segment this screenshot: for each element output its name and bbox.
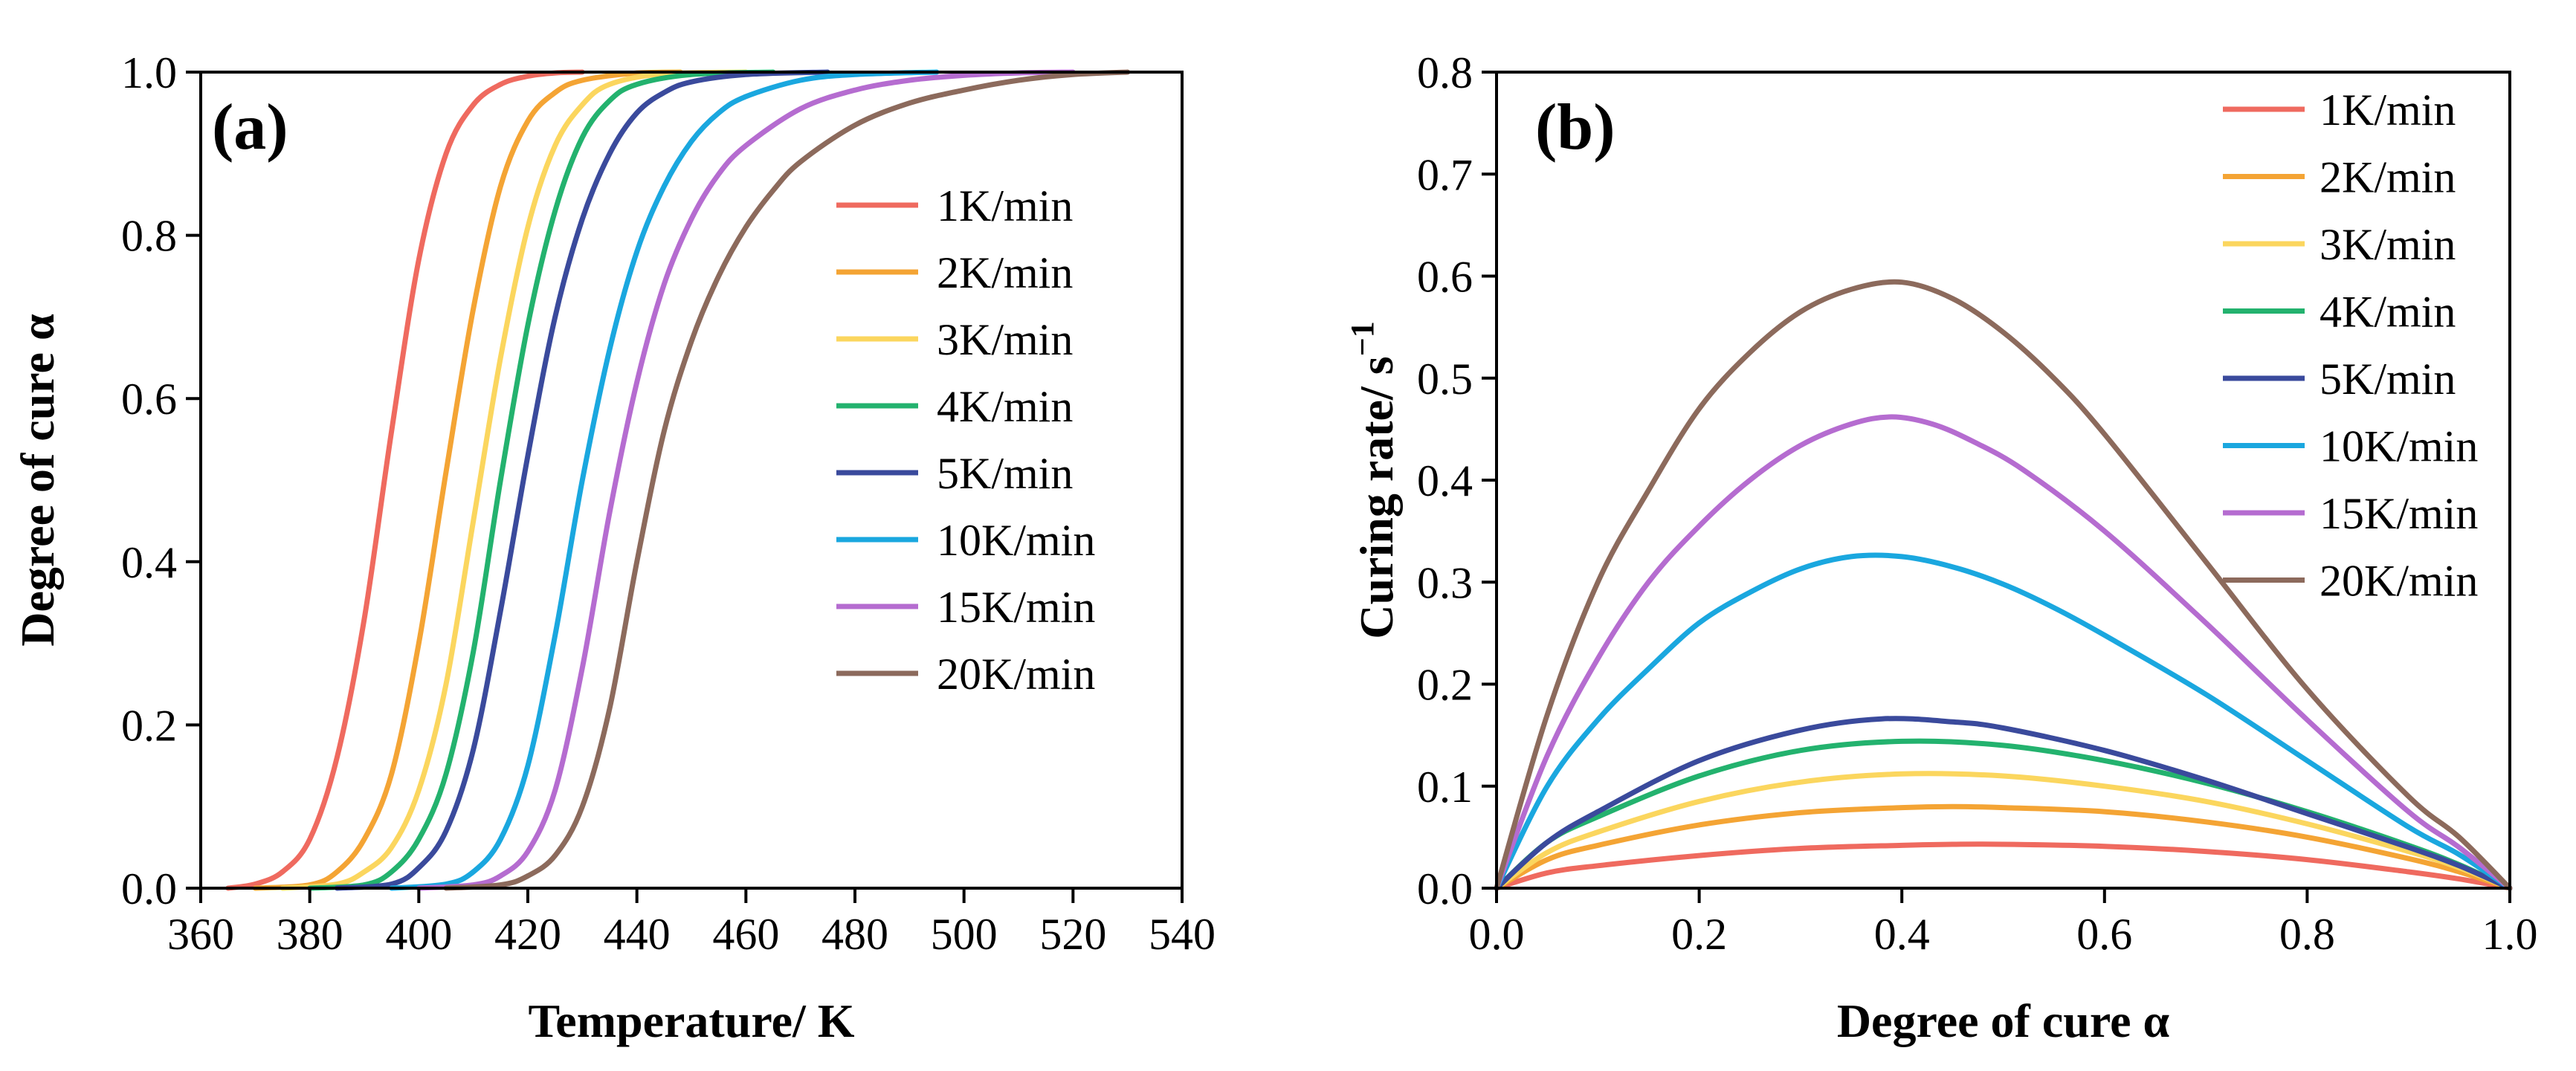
series-line-b-5k-min: [1494, 716, 2513, 891]
plot-frame-a: [199, 71, 1184, 890]
x-tick-label-a: 480: [821, 910, 888, 959]
series-line-a-20k-min: [443, 69, 1131, 891]
y-tick-label-b: 0.4: [1417, 456, 1473, 505]
x-tick-label-b: 0.2: [1671, 910, 1727, 959]
legend-label-a: 2K/min: [937, 248, 1073, 297]
series-line-b-10k-min: [1494, 552, 2513, 891]
legend-label-a: 4K/min: [937, 382, 1073, 431]
x-tick-label-b: 0.4: [1874, 910, 1930, 959]
y-axis-title-b: Curing rate/ s−1: [1344, 321, 1403, 638]
y-axis-title-text-b: Curing rate/ s: [1350, 356, 1403, 638]
legend-label-a: 10K/min: [937, 516, 1095, 565]
y-tick-label-a: 1.0: [121, 48, 177, 97]
x-axis-title-b: Degree of cure α: [1837, 994, 2170, 1047]
y-tick-label-a: 0.2: [121, 701, 177, 750]
legend-label-b: 10K/min: [2320, 422, 2478, 471]
legend-label-a: 15K/min: [937, 583, 1095, 632]
legend-label-b: 3K/min: [2320, 220, 2456, 269]
panel-label-b: (b): [1535, 91, 1615, 164]
x-tick-label-a: 460: [712, 910, 779, 959]
x-tick-label-a: 540: [1149, 910, 1216, 959]
panel-label-a: (a): [212, 91, 288, 164]
y-tick-label-b: 0.1: [1417, 763, 1473, 812]
y-tick-label-b: 0.3: [1417, 558, 1473, 607]
y-tick-label-a: 0.0: [121, 864, 177, 913]
series-line-a-4k-min: [307, 69, 776, 891]
legend-label-b: 15K/min: [2320, 489, 2478, 538]
legend-label-b: 1K/min: [2320, 85, 2456, 135]
y-tick-label-b: 0.8: [1417, 48, 1473, 97]
y-tick-label-b: 0.5: [1417, 355, 1473, 404]
series-line-a-1k-min: [225, 69, 585, 891]
y-tick-label-b: 0.6: [1417, 253, 1473, 302]
x-tick-label-a: 500: [931, 910, 998, 959]
series-line-a-15k-min: [416, 69, 1076, 891]
series-line-b-15k-min: [1494, 414, 2513, 891]
y-tick-label-a: 0.8: [121, 212, 177, 261]
legend-label-b: 4K/min: [2320, 288, 2456, 337]
series-line-b-3k-min: [1494, 771, 2513, 891]
series-line-a-10k-min: [389, 69, 940, 891]
legend-label-a: 3K/min: [937, 315, 1073, 364]
y-tick-label-b: 0.0: [1417, 864, 1473, 913]
x-tick-label-b: 1.0: [2482, 910, 2538, 959]
legend-a: 1K/min 2K/min 3K/min 4K/min 5K/min 10K/min 15K…: [836, 181, 1095, 699]
series-line-b-20k-min: [1494, 279, 2513, 891]
series-line-b-1k-min: [1494, 841, 2513, 891]
legend-label-b: 20K/min: [2320, 557, 2478, 606]
y-tick-label-b: 0.7: [1417, 150, 1473, 199]
y-tick-label-a: 0.4: [121, 538, 177, 587]
x-tick-label-b: 0.6: [2076, 910, 2132, 959]
y-tick-label-b: 0.2: [1417, 661, 1473, 710]
x-axis-title-a: Temperature/ K: [528, 994, 854, 1047]
y-axis-title-a: Degree of cure α: [11, 314, 64, 647]
chart-b: 0.0 0.2 0.4 0.6 0.8 1.0 0.0 0.1 0.2 0.3 0.4 0.5 0.6 0…: [1344, 48, 2538, 1047]
series-line-b-2k-min: [1494, 803, 2513, 891]
x-tick-label-b: 0.8: [2279, 910, 2335, 959]
series-line-a-3k-min: [280, 69, 749, 891]
legend-label-a: 1K/min: [937, 181, 1073, 230]
chart-a: 360 380 400 420 440 460 480 500 520 540 0.0 0.2 0.4 0…: [11, 48, 1216, 1047]
legend-b: 1K/min 2K/min 3K/min 4K/min 5K/min 10K/min 15K…: [2223, 85, 2478, 606]
y-axis-title-superscript-b: −1: [1344, 321, 1381, 356]
legend-label-b: 2K/min: [2320, 153, 2456, 202]
series-line-a-5k-min: [334, 69, 830, 891]
x-tick-label-a: 360: [167, 910, 234, 959]
y-axis-title-text-a: Degree of cure α: [11, 314, 64, 647]
x-tick-label-a: 520: [1039, 910, 1106, 959]
legend-label-b: 5K/min: [2320, 355, 2456, 404]
x-tick-label-a: 440: [604, 910, 671, 959]
legend-label-a: 20K/min: [937, 650, 1095, 699]
series-line-a-2k-min: [252, 69, 683, 891]
x-tick-label-a: 400: [385, 910, 452, 959]
y-tick-label-a: 0.6: [121, 375, 177, 424]
x-tick-label-b: 0.0: [1469, 910, 1525, 959]
x-tick-label-a: 380: [277, 910, 343, 959]
legend-label-a: 5K/min: [937, 449, 1073, 498]
x-tick-label-a: 420: [494, 910, 561, 959]
